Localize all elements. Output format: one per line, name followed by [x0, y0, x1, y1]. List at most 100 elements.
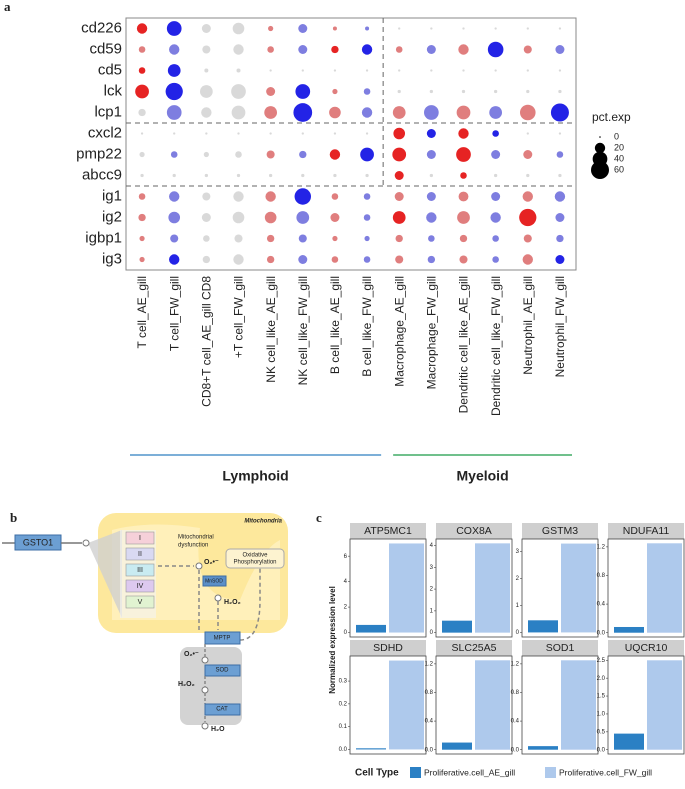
- dot: [333, 173, 337, 178]
- size-key-label: 60: [614, 164, 624, 174]
- dot: [459, 255, 468, 264]
- bar: [442, 742, 472, 750]
- dot: [140, 173, 144, 178]
- complex-box: [125, 563, 155, 577]
- bar: [442, 620, 472, 633]
- mnsod-label: MnSOD: [205, 578, 223, 584]
- complex-box: [125, 579, 155, 593]
- facet-title: NDUFA11: [623, 525, 670, 537]
- dot: [201, 24, 211, 33]
- dot: [266, 255, 275, 264]
- dot: [330, 213, 340, 222]
- legend-title: Cell Type: [355, 768, 399, 779]
- dot: [365, 173, 369, 178]
- dot: [269, 132, 272, 135]
- complex-label: IV: [137, 583, 144, 590]
- panel-label: c: [316, 510, 322, 525]
- dot: [138, 193, 146, 200]
- y-tick-label: 1.2: [425, 661, 434, 667]
- facet-title: GSTM3: [542, 525, 578, 537]
- y-tick-label: 1.5: [597, 694, 606, 700]
- dot: [268, 173, 273, 178]
- row-label: cxcl2: [88, 124, 122, 141]
- mptp-box: [204, 631, 241, 645]
- node: [82, 539, 90, 547]
- column-label: B cell_like_AE_gill: [328, 276, 342, 374]
- dot: [267, 46, 274, 53]
- y-tick-label: 0.4: [511, 719, 520, 725]
- dot: [522, 191, 533, 202]
- dot: [173, 132, 176, 135]
- dot: [138, 46, 146, 53]
- y-tick-label: 0.2: [339, 701, 348, 707]
- dot: [235, 151, 242, 158]
- dot: [458, 128, 469, 139]
- bar: [647, 543, 682, 633]
- facet-header: [436, 640, 512, 656]
- dot: [301, 69, 304, 72]
- facet-header: [608, 523, 684, 539]
- y-tick-label: 2.0: [597, 676, 606, 682]
- node: [195, 562, 203, 570]
- dysfunction-label: Mitochondrial: [178, 535, 214, 541]
- dot: [264, 211, 277, 224]
- bar: [528, 746, 558, 750]
- dot: [394, 192, 404, 201]
- dot: [426, 150, 436, 159]
- superoxide: O₂•⁻: [184, 651, 199, 658]
- h2o2: H₂O₂: [224, 599, 241, 606]
- node: [214, 594, 222, 602]
- dot: [519, 208, 537, 227]
- dot: [429, 173, 434, 178]
- panel-label: a: [4, 0, 11, 14]
- dot: [332, 26, 337, 31]
- y-tick-label: 0: [516, 630, 520, 636]
- y-tick-label: 0.8: [511, 690, 520, 696]
- facet-title: SDHD: [373, 642, 403, 654]
- row-label: cd226: [81, 19, 122, 36]
- dot: [392, 211, 406, 224]
- dot: [428, 235, 435, 242]
- flow: [198, 566, 261, 641]
- dot: [202, 255, 211, 264]
- dot: [363, 214, 371, 221]
- dot: [333, 132, 337, 135]
- column-label: NK cell_like_FW_gill: [296, 276, 310, 385]
- row-label: igbp1: [85, 229, 122, 246]
- dot: [170, 151, 178, 158]
- dot: [491, 192, 501, 201]
- dot: [365, 26, 370, 31]
- dot: [167, 64, 181, 77]
- dot: [394, 171, 404, 180]
- dot: [363, 256, 371, 263]
- legend-label: Proliferative.cell_FW_gill: [559, 767, 652, 777]
- dot: [135, 84, 149, 99]
- column-label: CD8+T cell_AE_gill CD8: [200, 276, 214, 407]
- dot: [169, 254, 180, 265]
- dot: [299, 150, 307, 159]
- row-label: lck: [104, 82, 123, 99]
- dot: [232, 211, 245, 224]
- dot: [265, 191, 276, 202]
- y-tick-label: 1: [430, 608, 434, 614]
- dot: [168, 211, 181, 224]
- dot: [170, 234, 179, 243]
- dot: [363, 193, 371, 200]
- dot: [460, 172, 467, 179]
- plot-frame: [125, 17, 577, 271]
- dot: [231, 105, 246, 120]
- facet-header: [522, 640, 598, 656]
- dot: [392, 106, 406, 119]
- y-tick-label: 0.5: [597, 729, 606, 735]
- h2o2: H₂O₂: [178, 681, 195, 688]
- facet-header: [350, 523, 426, 539]
- dot: [493, 173, 498, 178]
- dot: [558, 27, 562, 30]
- dot: [398, 27, 401, 30]
- dot: [493, 89, 498, 94]
- dot: [233, 191, 244, 202]
- dot: [365, 69, 369, 72]
- dot: [199, 85, 213, 98]
- sod-label: SOD: [215, 668, 229, 674]
- dot: [491, 150, 501, 159]
